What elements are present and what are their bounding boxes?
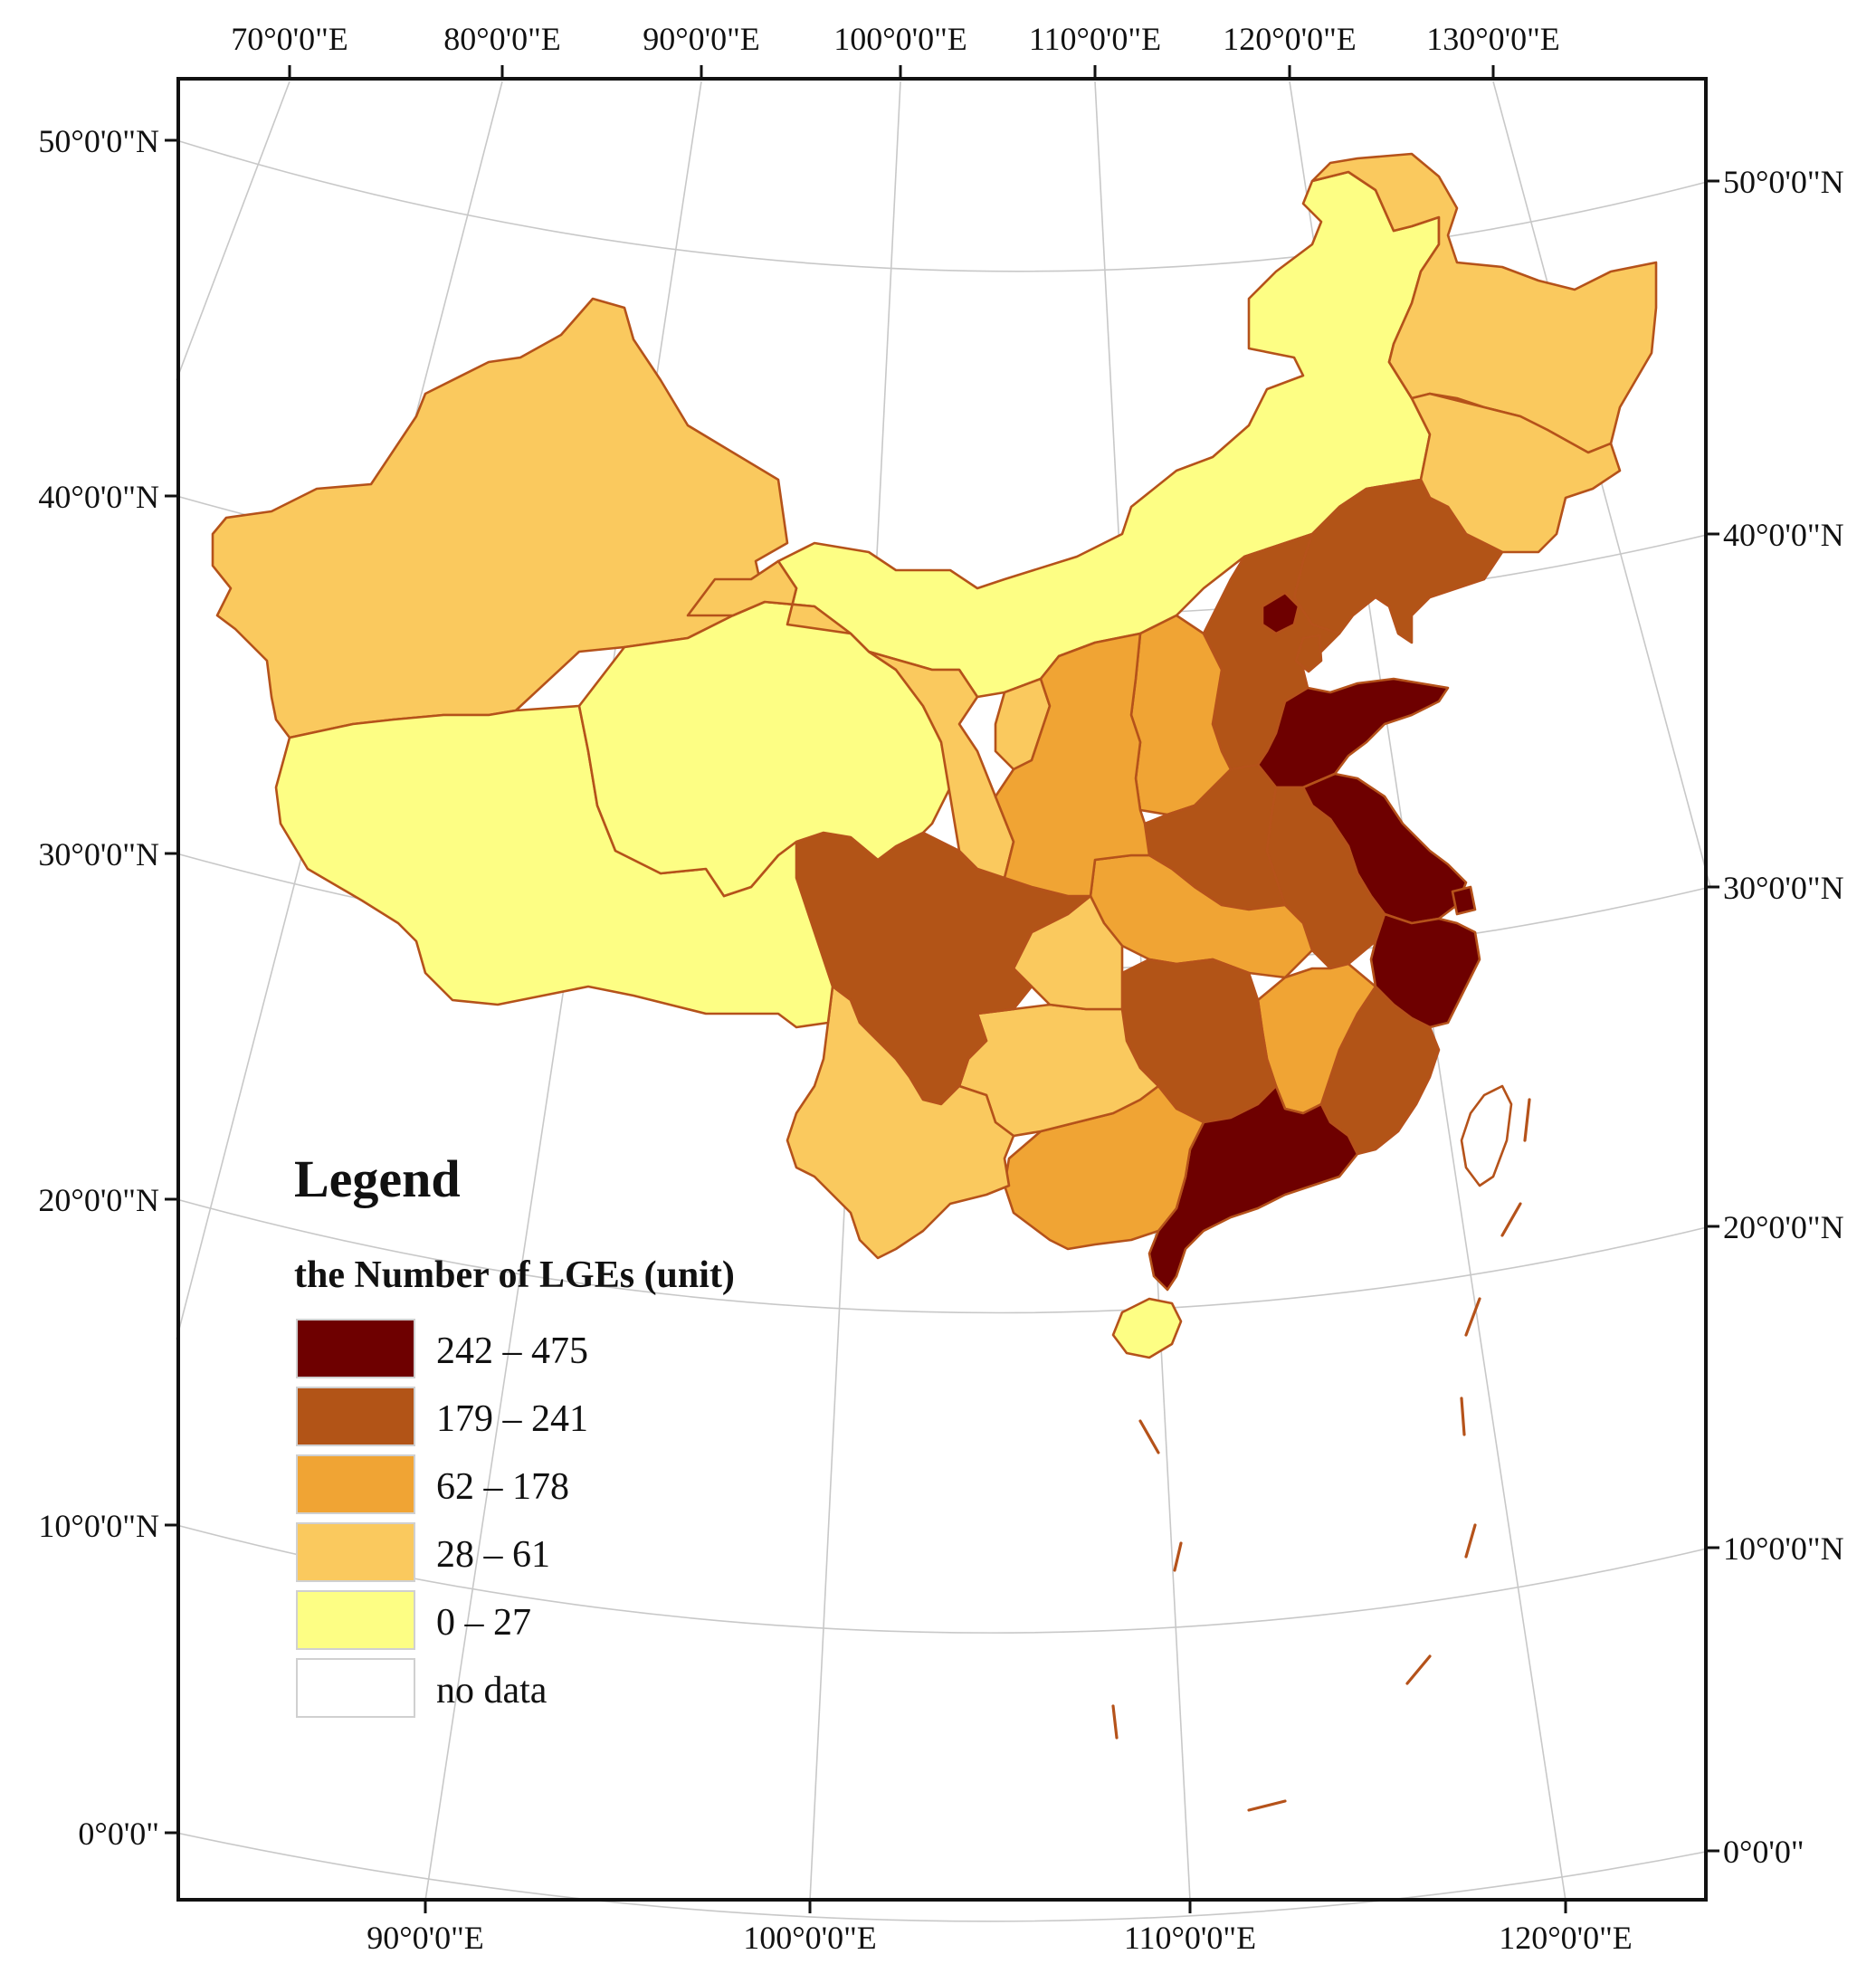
legend-item: 242 – 475 [296,1319,588,1378]
region-hainan [1111,1297,1183,1359]
legend-label: 242 – 475 [436,1330,588,1372]
legend-swatch [296,1319,415,1378]
left-label-20n: 20°0'0"N [38,1182,159,1218]
legend-label: 62 – 178 [436,1466,569,1508]
top-label-80e: 80°0'0"E [443,21,561,57]
right-label-50n: 50°0'0"N [1723,164,1844,200]
bottom-label-100e: 100°0'0"E [743,1920,877,1956]
legend-label: no data [436,1670,548,1711]
legend-subtitle: the Number of LGEs (unit) [294,1254,735,1296]
right-label-30n: 30°0'0"N [1723,870,1844,906]
legend-label: 179 – 241 [436,1398,588,1440]
legend-swatch [296,1658,415,1718]
region-beijing [1261,591,1300,635]
top-label-110e: 110°0'0"E [1029,21,1161,57]
left-label-0: 0°0'0" [78,1816,159,1852]
top-label-100e: 100°0'0"E [833,21,967,57]
top-label-90e: 90°0'0"E [643,21,760,57]
legend-item: 0 – 27 [296,1590,531,1650]
region-zhejiang [1369,912,1481,1029]
legend-swatch [296,1522,415,1582]
map-frame [176,77,1708,1902]
region-shaanxi [994,632,1151,898]
top-label-120e: 120°0'0"E [1223,21,1357,57]
dash-line [1111,1098,1531,1812]
frame-ticks [165,65,1719,1913]
left-label-50n: 50°0'0"N [38,123,159,159]
bottom-label-120e: 120°0'0"E [1499,1920,1633,1956]
left-label-30n: 30°0'0"N [38,836,159,872]
provinces [211,152,1658,1359]
legend-swatch [296,1454,415,1514]
legend-swatch [296,1387,415,1446]
region-guangdong [1148,1084,1359,1292]
legend-item: no data [296,1658,548,1718]
right-label-40n: 40°0'0"N [1723,517,1844,553]
bottom-axis-labels: 90°0'0"E 100°0'0"E 110°0'0"E 120°0'0"E [367,1920,1633,1956]
left-axis-labels: 50°0'0"N 40°0'0"N 30°0'0"N 20°0'0"N 10°0… [38,123,159,1852]
region-shanghai [1451,885,1477,916]
top-axis-labels: 70°0'0"E 80°0'0"E 90°0'0"E 100°0'0"E 110… [231,21,1560,57]
right-axis-labels: 50°0'0"N 40°0'0"N 30°0'0"N 20°0'0"N 10°0… [1723,164,1844,1870]
top-label-130e: 130°0'0"E [1426,21,1560,57]
region-tianjin [1294,634,1323,673]
legend-title: Legend [294,1149,461,1208]
region-taiwan [1460,1084,1513,1187]
top-label-70e: 70°0'0"E [231,21,348,57]
left-label-40n: 40°0'0"N [38,479,159,515]
right-label-20n: 20°0'0"N [1723,1209,1844,1245]
legend-swatch [296,1590,415,1650]
bottom-label-90e: 90°0'0"E [367,1920,484,1956]
right-label-10n: 10°0'0"N [1723,1530,1844,1567]
legend-item: 179 – 241 [296,1387,588,1446]
legend-label: 0 – 27 [436,1602,531,1644]
right-label-0: 0°0'0" [1723,1834,1805,1870]
legend-item: 62 – 178 [296,1454,569,1514]
left-label-10n: 10°0'0"N [38,1508,159,1544]
legend-label: 28 – 61 [436,1534,550,1576]
bottom-label-110e: 110°0'0"E [1124,1920,1256,1956]
legend-item: 28 – 61 [296,1522,550,1582]
legend: Legend the Number of LGEs (unit) 242 – 4… [294,1149,735,1718]
region-yunnan [786,985,1015,1260]
